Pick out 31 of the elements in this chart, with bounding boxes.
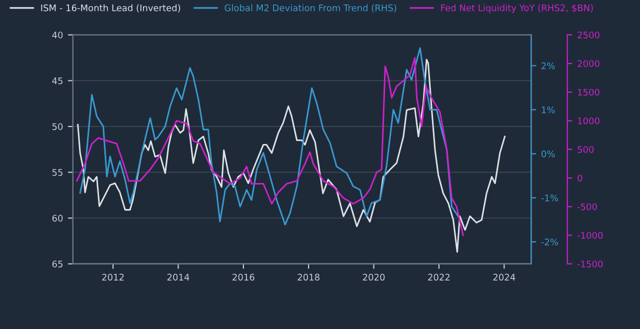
x-tick-label: 2020 <box>362 274 385 281</box>
legend-label: Global M2 Deviation From Trend (RHS) <box>224 4 396 12</box>
y3-tick-label: -500 <box>577 203 597 210</box>
y3-tick-label: 1000 <box>578 117 600 124</box>
x-tick-label: 2024 <box>493 274 516 281</box>
y3-tick-label: 2000 <box>578 60 600 68</box>
y3-tick-label: 1500 <box>578 88 600 96</box>
y3-tick-label: 500 <box>578 146 594 153</box>
legend-label: ISM - 16-Month Lead (Inverted) <box>41 4 180 12</box>
line-series <box>77 58 506 253</box>
y3-tick-label: -1000 <box>577 232 603 239</box>
y2-tick-label: 1% <box>542 106 555 114</box>
y-tick-label: 65 <box>52 260 62 268</box>
y3-tick-label: 0 <box>578 174 582 182</box>
y3-tick-label: 2500 <box>578 32 600 38</box>
y-tick-label: 50 <box>52 123 63 130</box>
y2-tick-label: 2% <box>542 62 555 70</box>
y-tick-label: 60 <box>52 214 63 222</box>
x-tick-label: 2012 <box>102 274 124 281</box>
legend-label: Fed Net Liquidity YoY (RHS2, $BN) <box>441 4 593 14</box>
y3-tick-label: -1500 <box>577 260 603 268</box>
x-tick-label: 2018 <box>298 274 320 281</box>
y-tick-label: 40 <box>52 32 63 38</box>
x-tick-label: 2022 <box>428 274 450 281</box>
y2-tick-label: -1% <box>541 194 558 202</box>
x-tick-label: 2014 <box>167 274 190 281</box>
y2-tick-label: 0% <box>542 150 555 158</box>
x-tick-label: 2016 <box>232 274 254 281</box>
y-tick-label: 45 <box>52 78 62 84</box>
y-tick-label: 55 <box>52 169 62 176</box>
y2-tick-label: -2% <box>541 238 558 246</box>
